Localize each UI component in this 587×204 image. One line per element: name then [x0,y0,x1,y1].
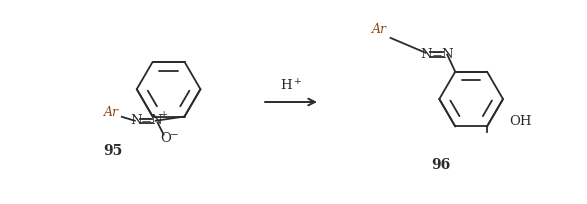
Text: OH: OH [509,115,531,128]
Text: +: + [160,110,168,119]
Text: Ar: Ar [104,106,119,119]
Text: =: = [431,48,443,61]
Text: =: = [140,114,151,127]
Text: N: N [150,114,161,127]
Text: O: O [160,132,171,145]
Text: H$^+$: H$^+$ [280,79,302,94]
Text: 95: 95 [103,144,123,158]
Text: 96: 96 [431,158,451,172]
Text: N: N [420,48,432,61]
Text: −: − [170,131,179,140]
Text: N: N [441,48,453,61]
Text: N: N [130,114,141,127]
Text: Ar: Ar [372,23,387,37]
